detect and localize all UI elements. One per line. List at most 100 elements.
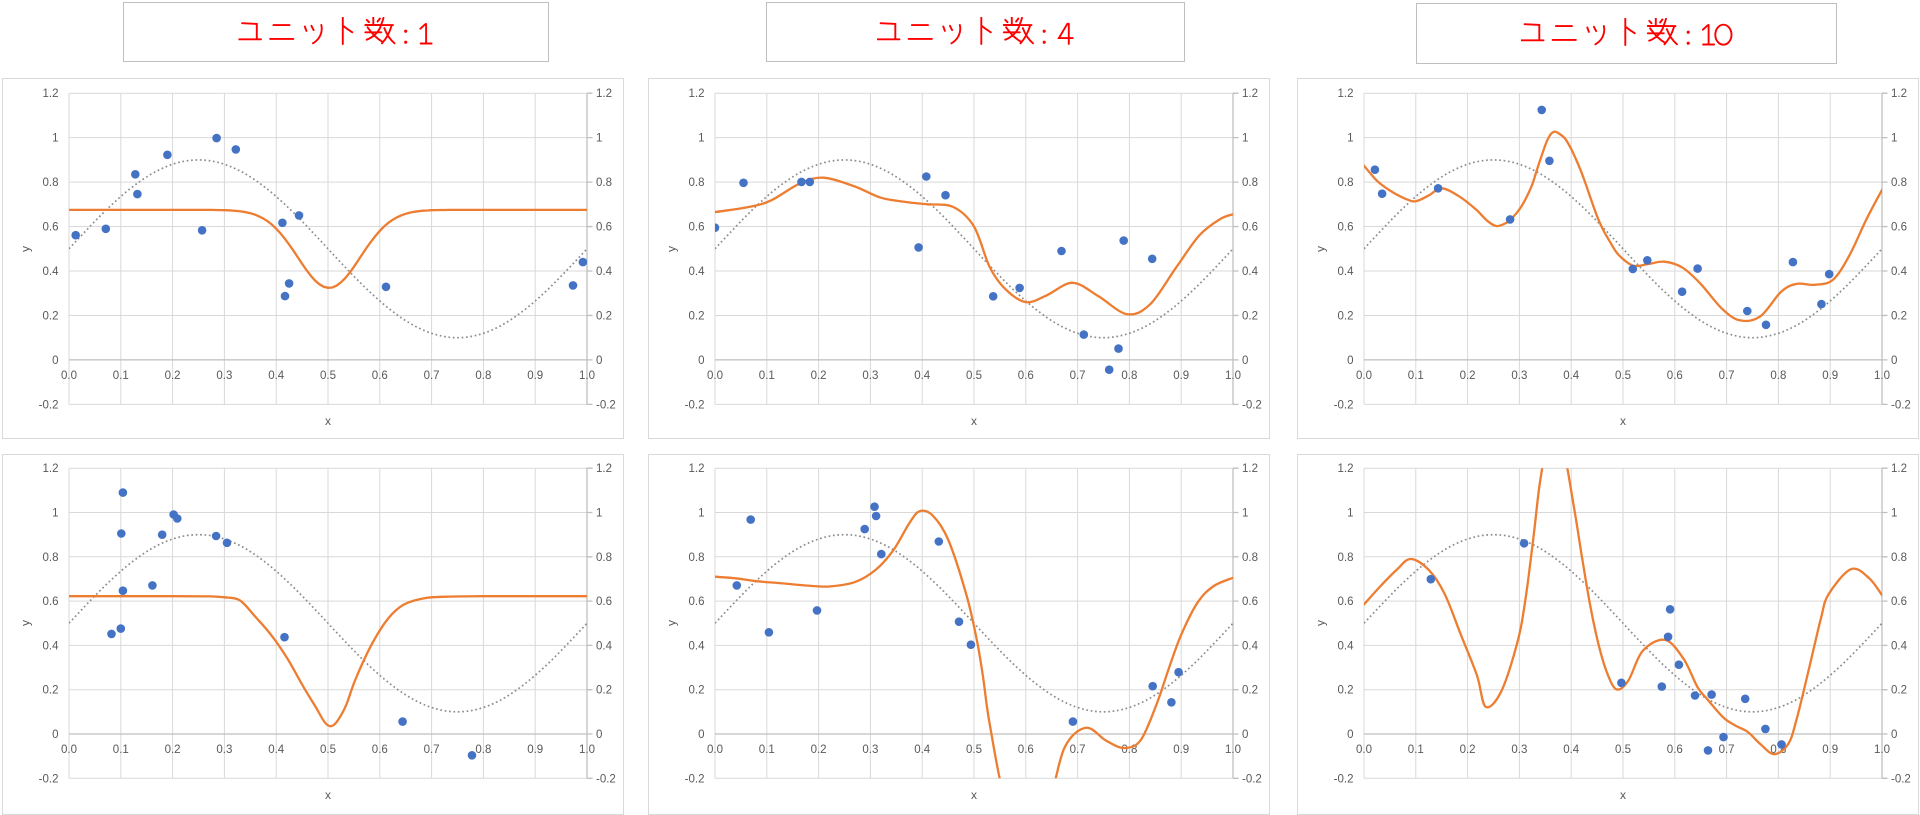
svg-text:0.2: 0.2 <box>164 369 180 381</box>
svg-text:0.1: 0.1 <box>759 744 775 756</box>
svg-text:1.2: 1.2 <box>1337 88 1353 100</box>
svg-text:0.5: 0.5 <box>320 369 336 381</box>
svg-text:1: 1 <box>698 132 704 144</box>
svg-text:0.1: 0.1 <box>759 369 775 381</box>
svg-text:0.2: 0.2 <box>596 684 612 696</box>
svg-text:0.6: 0.6 <box>1891 221 1907 233</box>
svg-text:1: 1 <box>596 507 602 519</box>
svg-text:0.5: 0.5 <box>1615 744 1631 756</box>
svg-text:-0.2: -0.2 <box>1242 399 1262 411</box>
svg-text:1.2: 1.2 <box>1337 463 1353 475</box>
svg-text:-0.2: -0.2 <box>1242 773 1262 785</box>
svg-text:0.9: 0.9 <box>1174 369 1190 381</box>
svg-text:x: x <box>1620 414 1626 428</box>
svg-text:1.0: 1.0 <box>579 744 595 756</box>
svg-text:0.4: 0.4 <box>1891 266 1908 278</box>
svg-text:0.0: 0.0 <box>707 369 723 381</box>
svg-text:0.8: 0.8 <box>1891 551 1907 563</box>
svg-text:0.6: 0.6 <box>42 221 58 233</box>
svg-text:0.6: 0.6 <box>371 744 387 756</box>
svg-text:1.2: 1.2 <box>42 88 58 100</box>
svg-text:y: y <box>665 246 679 252</box>
svg-text:0.4: 0.4 <box>915 744 932 756</box>
svg-text:0.7: 0.7 <box>1070 744 1086 756</box>
svg-text:-0.2: -0.2 <box>1333 399 1353 411</box>
svg-text:-0.2: -0.2 <box>1333 773 1353 785</box>
svg-text:x: x <box>971 788 977 802</box>
svg-text:0.4: 0.4 <box>42 640 59 652</box>
svg-text:0.1: 0.1 <box>1408 369 1424 381</box>
svg-text:0.0: 0.0 <box>61 369 77 381</box>
svg-text:0.6: 0.6 <box>689 221 705 233</box>
svg-text:0.7: 0.7 <box>1718 744 1734 756</box>
svg-text:0.6: 0.6 <box>1018 744 1034 756</box>
svg-text:1.2: 1.2 <box>689 88 705 100</box>
svg-text:1.2: 1.2 <box>42 463 58 475</box>
svg-text:0.8: 0.8 <box>1337 177 1353 189</box>
svg-text:-0.2: -0.2 <box>685 399 705 411</box>
svg-text:0.4: 0.4 <box>915 369 932 381</box>
svg-text:-0.2: -0.2 <box>596 773 616 785</box>
svg-text:0.4: 0.4 <box>596 266 613 278</box>
svg-text:0.7: 0.7 <box>1718 369 1734 381</box>
svg-text:0.2: 0.2 <box>42 310 58 322</box>
svg-text:0.6: 0.6 <box>596 221 612 233</box>
svg-text:0.8: 0.8 <box>475 744 491 756</box>
svg-text:0.8: 0.8 <box>1242 177 1258 189</box>
svg-text:1.2: 1.2 <box>1891 88 1907 100</box>
svg-text:0.0: 0.0 <box>707 744 723 756</box>
svg-text:x: x <box>325 414 331 428</box>
svg-text:0.8: 0.8 <box>1242 551 1258 563</box>
svg-text:-0.2: -0.2 <box>685 773 705 785</box>
svg-text:0.2: 0.2 <box>811 744 827 756</box>
svg-text:0.8: 0.8 <box>689 177 705 189</box>
svg-text:0: 0 <box>1242 729 1248 741</box>
svg-text:0.3: 0.3 <box>216 369 232 381</box>
svg-text:0.8: 0.8 <box>42 551 58 563</box>
svg-text:0.2: 0.2 <box>689 684 705 696</box>
svg-text:0.2: 0.2 <box>1337 684 1353 696</box>
svg-text:0.1: 0.1 <box>1408 744 1424 756</box>
svg-text:0: 0 <box>1891 354 1897 366</box>
svg-text:0.2: 0.2 <box>1459 744 1475 756</box>
svg-text:0.4: 0.4 <box>1563 744 1580 756</box>
svg-text:0.8: 0.8 <box>1770 369 1786 381</box>
svg-text:0: 0 <box>596 354 602 366</box>
svg-text:-0.2: -0.2 <box>38 399 58 411</box>
svg-text:1: 1 <box>1242 132 1248 144</box>
svg-text:0.4: 0.4 <box>1242 266 1259 278</box>
svg-text:0.9: 0.9 <box>527 744 543 756</box>
svg-text:0.2: 0.2 <box>1891 684 1907 696</box>
svg-text:1: 1 <box>698 507 704 519</box>
svg-text:1.2: 1.2 <box>1242 463 1258 475</box>
svg-text:0.6: 0.6 <box>42 596 58 608</box>
svg-text:0.6: 0.6 <box>1667 369 1683 381</box>
svg-text:0: 0 <box>1891 729 1897 741</box>
svg-text:0.5: 0.5 <box>966 369 982 381</box>
svg-text:0.3: 0.3 <box>216 744 232 756</box>
svg-text:0.2: 0.2 <box>164 744 180 756</box>
svg-text:0.6: 0.6 <box>596 596 612 608</box>
svg-text:0.4: 0.4 <box>268 744 285 756</box>
svg-text:1: 1 <box>52 132 58 144</box>
svg-text:0.9: 0.9 <box>1822 369 1838 381</box>
svg-text:0.0: 0.0 <box>1356 369 1372 381</box>
svg-text:0.5: 0.5 <box>1615 369 1631 381</box>
svg-text:0.4: 0.4 <box>1337 640 1354 652</box>
svg-text:0.6: 0.6 <box>1891 596 1907 608</box>
svg-text:1.0: 1.0 <box>1874 369 1890 381</box>
svg-text:0.7: 0.7 <box>423 369 439 381</box>
svg-text:-0.2: -0.2 <box>38 773 58 785</box>
svg-text:0.1: 0.1 <box>112 744 128 756</box>
svg-text:0.6: 0.6 <box>689 596 705 608</box>
svg-text:1: 1 <box>1891 132 1897 144</box>
svg-text:0.8: 0.8 <box>596 177 612 189</box>
svg-text:0.9: 0.9 <box>1822 744 1838 756</box>
svg-text:1.0: 1.0 <box>1225 744 1241 756</box>
svg-text:y: y <box>665 620 679 626</box>
svg-text:0: 0 <box>52 729 58 741</box>
svg-text:y: y <box>18 246 32 252</box>
svg-text:0: 0 <box>596 729 602 741</box>
svg-text:y: y <box>1313 246 1327 252</box>
svg-text:0: 0 <box>698 354 704 366</box>
